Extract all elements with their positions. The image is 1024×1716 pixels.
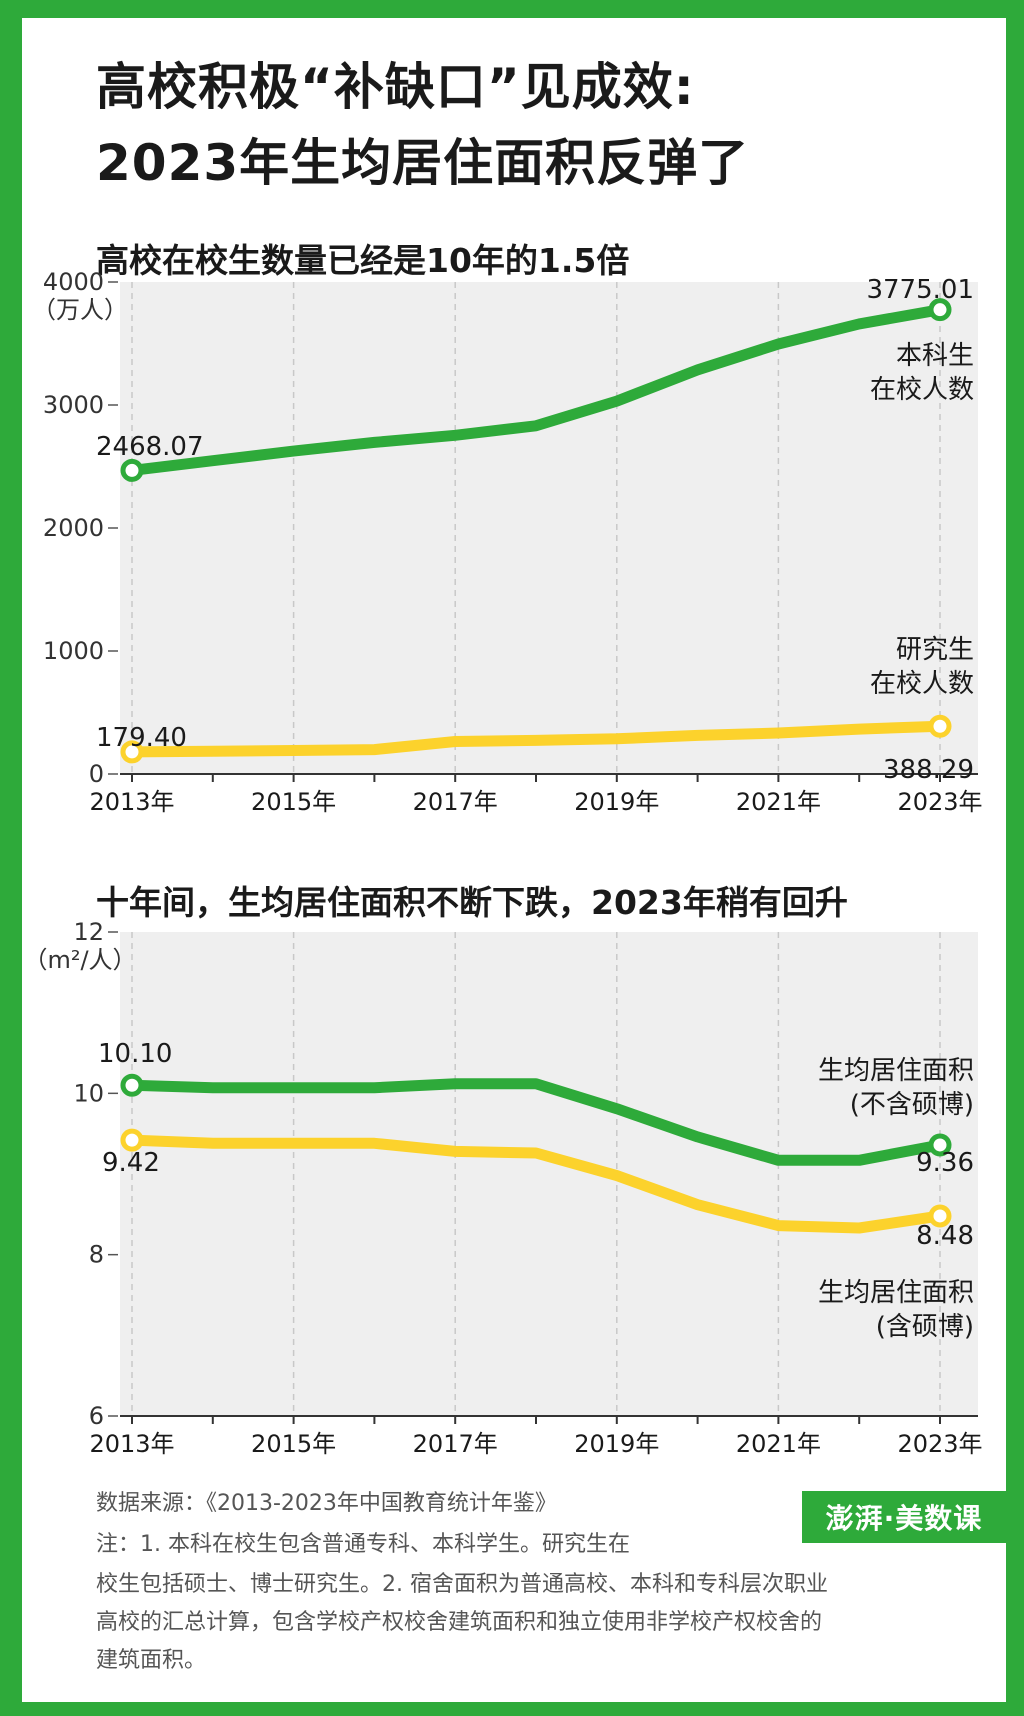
x-tick-label: 2019年 bbox=[574, 1430, 659, 1458]
note-line-1: 注：1. 本科在校生包含普通专科、本科学生。研究生在 bbox=[96, 1532, 630, 1557]
series-label: 生均居住面积 bbox=[818, 1278, 974, 1308]
series-line bbox=[126, 304, 946, 476]
series-label: 生均居住面积 bbox=[818, 1056, 974, 1086]
x-tick-label: 2013年 bbox=[89, 788, 174, 816]
data-label: 2468.07 bbox=[96, 432, 204, 462]
series-line bbox=[126, 720, 946, 758]
series-label: (不含硕博) bbox=[850, 1090, 974, 1120]
main-title-line-1: 高校积极“补缺口”见成效: bbox=[96, 58, 695, 116]
series-line bbox=[126, 1134, 946, 1234]
series-label: 研究生 bbox=[896, 635, 974, 665]
endpoint-marker bbox=[928, 714, 952, 738]
data-label: 10.10 bbox=[98, 1039, 172, 1069]
y-tick-label: 12 bbox=[73, 918, 104, 946]
x-tick-label: 2015年 bbox=[251, 788, 336, 816]
endpoint-marker bbox=[928, 298, 952, 322]
enrollment-line-chart: 2013年 2015年 2017年 2019年 2021年 2023年 0 1000 2000 3… bbox=[32, 268, 983, 816]
y-tick-label: 3000 bbox=[43, 391, 104, 419]
x-tick-label: 2023年 bbox=[897, 1430, 982, 1458]
data-source: 数据来源：《2013-2023年中国教育统计年鉴》 bbox=[96, 1491, 557, 1516]
x-tick-label: 2019年 bbox=[574, 788, 659, 816]
data-label: 9.42 bbox=[102, 1148, 160, 1178]
series-line bbox=[126, 1078, 946, 1166]
endpoint-marker bbox=[120, 1073, 144, 1097]
y-tick-label: 10 bbox=[73, 1079, 104, 1107]
x-tick-label: 2013年 bbox=[89, 1430, 174, 1458]
series-label: 在校人数 bbox=[870, 375, 974, 405]
data-label: 388.29 bbox=[883, 755, 974, 785]
x-tick-label: 2021年 bbox=[736, 1430, 821, 1458]
plot-background bbox=[120, 932, 978, 1416]
note-line-4: 建筑面积。 bbox=[96, 1648, 207, 1673]
endpoint-marker bbox=[928, 1133, 952, 1157]
y-tick-label: 2000 bbox=[43, 514, 104, 542]
plot-background bbox=[120, 282, 978, 774]
data-label: 8.48 bbox=[916, 1221, 974, 1251]
housing-area-line-chart: 2013年 2015年 2017年 2019年 2021年 2023年 6 8 10 12（m²/… bbox=[23, 918, 982, 1458]
note-line-3: 高校的汇总计算，包含学校产权校舍建筑面积和独立使用非学校产权校舍的 bbox=[96, 1610, 823, 1635]
y-tick-label: 4000 bbox=[43, 268, 104, 296]
series-label: 本科生 bbox=[896, 341, 974, 371]
endpoint-marker bbox=[120, 458, 144, 482]
chart-2-title: 十年间，生均居住面积不断下跌，2023年稍有回升 bbox=[96, 883, 848, 922]
x-tick-label: 2023年 bbox=[897, 788, 982, 816]
endpoint-marker bbox=[928, 1204, 952, 1228]
x-tick-label: 2021年 bbox=[736, 788, 821, 816]
main-title-line-2: 2023年生均居住面积反弹了 bbox=[96, 134, 750, 192]
y-axis-unit: （万人） bbox=[32, 296, 128, 324]
brand-logo: 澎湃·美数课 bbox=[802, 1491, 1006, 1543]
endpoint-marker bbox=[120, 1128, 144, 1152]
x-tick-label: 2017年 bbox=[413, 788, 498, 816]
series-label: 在校人数 bbox=[870, 669, 974, 699]
endpoint-marker bbox=[120, 740, 144, 764]
y-tick-label: 6 bbox=[89, 1402, 104, 1430]
infographic-card: 高校积极“补缺口”见成效: 2023年生均居住面积反弹了 高校在校生数量已经是1… bbox=[22, 18, 1006, 1702]
data-label: 3775.01 bbox=[866, 275, 974, 305]
y-tick-label: 1000 bbox=[43, 637, 104, 665]
x-tick-label: 2017年 bbox=[413, 1430, 498, 1458]
y-axis-unit: （m²/人） bbox=[23, 946, 136, 974]
data-label: 9.36 bbox=[916, 1148, 974, 1178]
chart-1-title: 高校在校生数量已经是10年的1.5倍 bbox=[96, 241, 630, 280]
y-tick-label: 0 bbox=[89, 760, 104, 788]
note-line-2: 校生包括硕士、博士研究生。2. 宿舍面积为普通高校、本科和专科层次职业 bbox=[96, 1572, 828, 1597]
series-label: (含硕博) bbox=[876, 1312, 974, 1342]
data-label: 179.40 bbox=[96, 723, 187, 753]
y-tick-label: 8 bbox=[89, 1241, 104, 1269]
x-tick-label: 2015年 bbox=[251, 1430, 336, 1458]
